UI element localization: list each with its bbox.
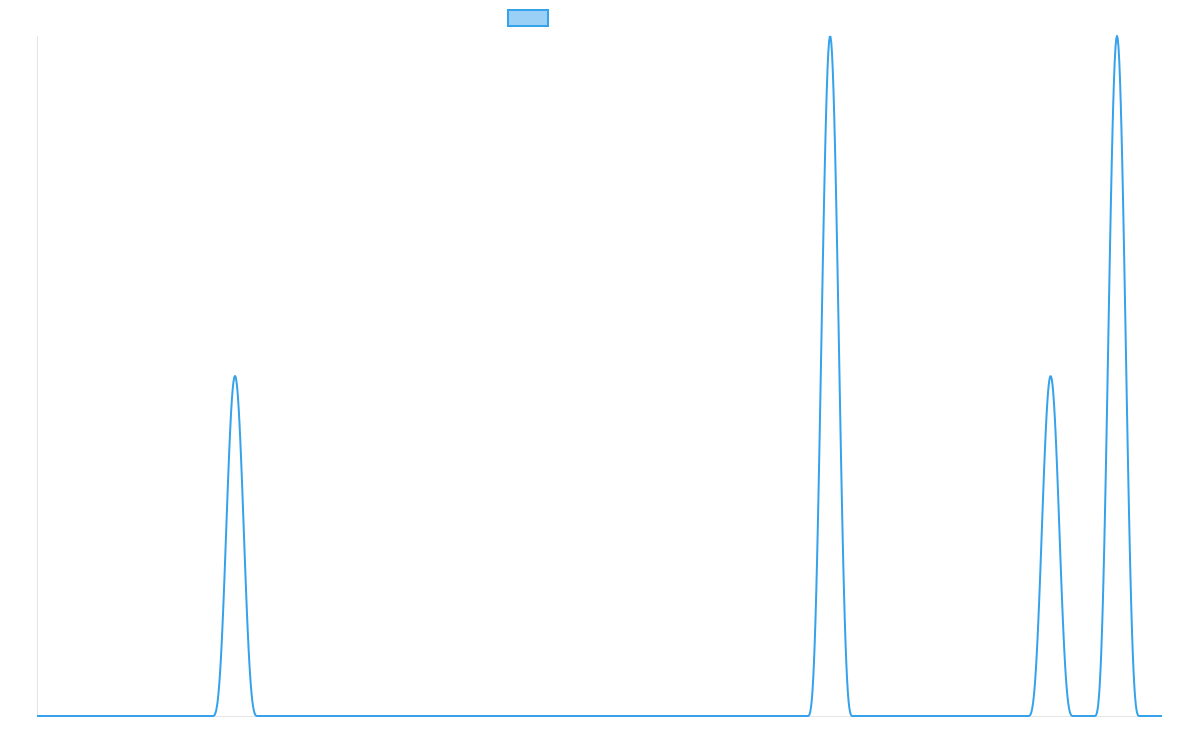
series-line-0 (36, 35, 1163, 717)
series-layer (36, 35, 1163, 717)
legend-swatch[interactable] (507, 9, 549, 27)
